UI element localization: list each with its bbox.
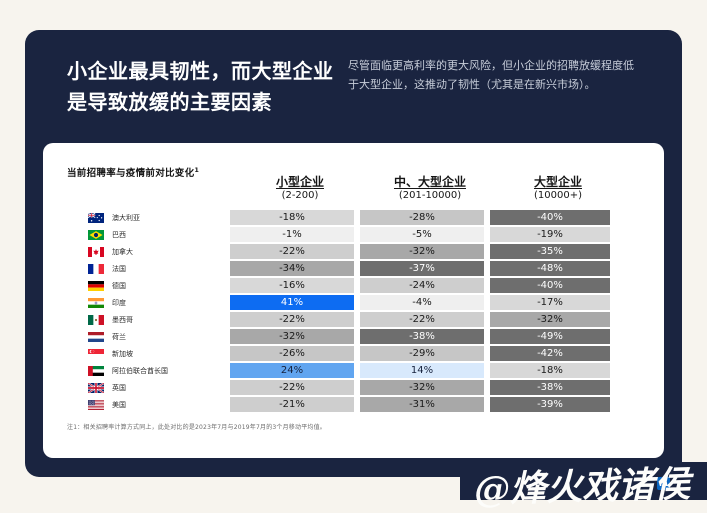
heatmap-cell: -22% — [230, 380, 354, 395]
watermark-text: @烽火戏诸侯 — [473, 463, 691, 511]
heatmap-cell: -5% — [360, 227, 484, 242]
table-row: 阿拉伯联合酋长国 24% 14% -18% — [88, 363, 610, 378]
column-header-large-name: 大型企业 — [533, 175, 582, 189]
heatmap-cell: 41% — [230, 295, 354, 310]
heatmap-cell: -40% — [490, 210, 610, 225]
column-header-mid-large-range: (201-10000) — [398, 190, 462, 201]
column-header-small: 小型企业 (2-200) — [238, 175, 362, 202]
column-header-large-range: (10000+) — [534, 190, 582, 201]
heatmap-cell: -32% — [360, 244, 484, 259]
column-headers: 小型企业 (2-200) 中、大型企业 (201-10000) 大型企业 (10… — [238, 175, 618, 202]
flag-au-icon — [88, 212, 104, 223]
page-subtitle: 尽管面临更高利率的更大风险，但小企业的招聘放缓程度低于大型企业，这推动了韧性（尤… — [348, 59, 634, 91]
heatmap-cell: -48% — [490, 261, 610, 276]
page-title-line1: 小企业最具韧性，而大型企业 — [67, 59, 334, 83]
country-label: 法国 — [112, 264, 126, 273]
column-header-small-name: 小型企业 — [275, 175, 324, 189]
heatmap-cell: -49% — [490, 329, 610, 344]
column-header-large: 大型企业 (10000+) — [498, 175, 618, 202]
heatmap-cell: -40% — [490, 278, 610, 293]
page: { "page": { "background": "#f7f4ee" }, "… — [25, 30, 707, 511]
footnote: 注1：相关招聘率计算方式同上，此处对比的是2023年7月与2019年7月的3个月… — [67, 424, 327, 431]
heatmap-cell: -35% — [490, 244, 610, 259]
table-row: 巴西 -1% -5% -19% — [88, 227, 610, 242]
heatmap-cell: -37% — [360, 261, 484, 276]
flag-fr-icon — [88, 263, 104, 274]
table-row: 德国 -16% -24% -40% — [88, 278, 610, 293]
flag-de-icon — [88, 280, 104, 291]
heatmap-cell: -22% — [230, 312, 354, 327]
flag-ae-icon — [88, 365, 104, 376]
heatmap-cell: -34% — [230, 261, 354, 276]
table-row: 荷兰 -32% -38% -49% — [88, 329, 610, 344]
country-label: 印度 — [112, 298, 126, 307]
heatmap-cell: -18% — [490, 363, 610, 378]
heatmap-cell: -17% — [490, 295, 610, 310]
heatmap-cell: -32% — [230, 329, 354, 344]
table-row: 英国 -22% -32% -38% — [88, 380, 610, 395]
heatmap-cell: -22% — [360, 312, 484, 327]
page-title: 小企业最具韧性，而大型企业 是导致放缓的主要因素 — [67, 56, 334, 118]
column-header-mid-large: 中、大型企业 (201-10000) — [368, 175, 492, 202]
country-rows: 澳大利亚 -18% -28% -40% 巴西 -1% -5% -19% 加拿大 -22% -32% -… — [88, 210, 610, 414]
heatmap-cell: -31% — [360, 397, 484, 412]
flag-us-icon — [88, 399, 104, 410]
table-row: 法国 -34% -37% -48% — [88, 261, 610, 276]
heatmap-cell: -19% — [490, 227, 610, 242]
heatmap-cell: -28% — [360, 210, 484, 225]
country-label: 德国 — [112, 281, 126, 290]
country-label: 巴西 — [112, 230, 126, 239]
linkedin-icon: in — [657, 477, 670, 490]
heatmap-cell: 14% — [360, 363, 484, 378]
table-row: 墨西哥 -22% -22% -32% — [88, 312, 610, 327]
country-label: 新加坡 — [112, 349, 133, 358]
country-label: 荷兰 — [112, 332, 126, 341]
column-header-small-range: (2-200) — [281, 190, 319, 201]
heatmap-cell: -42% — [490, 346, 610, 361]
table-row: 加拿大 -22% -32% -35% — [88, 244, 610, 259]
watermark: in @烽火戏诸侯 — [460, 462, 707, 511]
heatmap-cell: -24% — [360, 278, 484, 293]
heatmap-cell: -29% — [360, 346, 484, 361]
table-title: 当前招聘率与疫情前对比变化1 — [67, 165, 199, 179]
flag-ca-icon — [88, 246, 104, 257]
heatmap-cell: -32% — [360, 380, 484, 395]
table-row: 美国 -21% -31% -39% — [88, 397, 610, 412]
heatmap-cell: -39% — [490, 397, 610, 412]
country-label: 加拿大 — [112, 247, 133, 256]
table-title-text: 当前招聘率与疫情前对比变化 — [67, 168, 195, 179]
heatmap-cell: -38% — [490, 380, 610, 395]
table-row: 新加坡 -26% -29% -42% — [88, 346, 610, 361]
heatmap-cell: -4% — [360, 295, 484, 310]
heatmap-cell: -32% — [490, 312, 610, 327]
stats-card: 当前招聘率与疫情前对比变化1 小型企业 (2-200) 中、大型企业 (201-… — [43, 143, 664, 458]
heatmap-cell: -18% — [230, 210, 354, 225]
heatmap-cell: -22% — [230, 244, 354, 259]
country-label: 英国 — [112, 383, 126, 392]
country-label: 美国 — [112, 400, 126, 409]
country-label: 澳大利亚 — [112, 213, 140, 222]
table-row: 印度 41% -4% -17% — [88, 295, 610, 310]
flag-mx-icon — [88, 314, 104, 325]
flag-br-icon — [88, 229, 104, 240]
flag-nl-icon — [88, 331, 104, 342]
table-title-footnote-marker: 1 — [194, 165, 200, 174]
table-row: 澳大利亚 -18% -28% -40% — [88, 210, 610, 225]
flag-in-icon — [88, 297, 104, 308]
page-title-line2: 是导致放缓的主要因素 — [67, 90, 272, 114]
flag-gb-icon — [88, 382, 104, 393]
column-header-mid-large-name: 中、大型企业 — [393, 175, 466, 189]
heatmap-cell: -21% — [230, 397, 354, 412]
heatmap-cell: -38% — [360, 329, 484, 344]
slide-panel: 小企业最具韧性，而大型企业 是导致放缓的主要因素 尽管面临更高利率的更大风险，但… — [25, 30, 682, 477]
flag-sg-icon — [88, 348, 104, 359]
heatmap-cell: -26% — [230, 346, 354, 361]
country-label: 墨西哥 — [112, 315, 133, 324]
heatmap-cell: -16% — [230, 278, 354, 293]
country-label: 阿拉伯联合酋长国 — [112, 366, 168, 375]
heatmap-cell: 24% — [230, 363, 354, 378]
heatmap-cell: -1% — [230, 227, 354, 242]
